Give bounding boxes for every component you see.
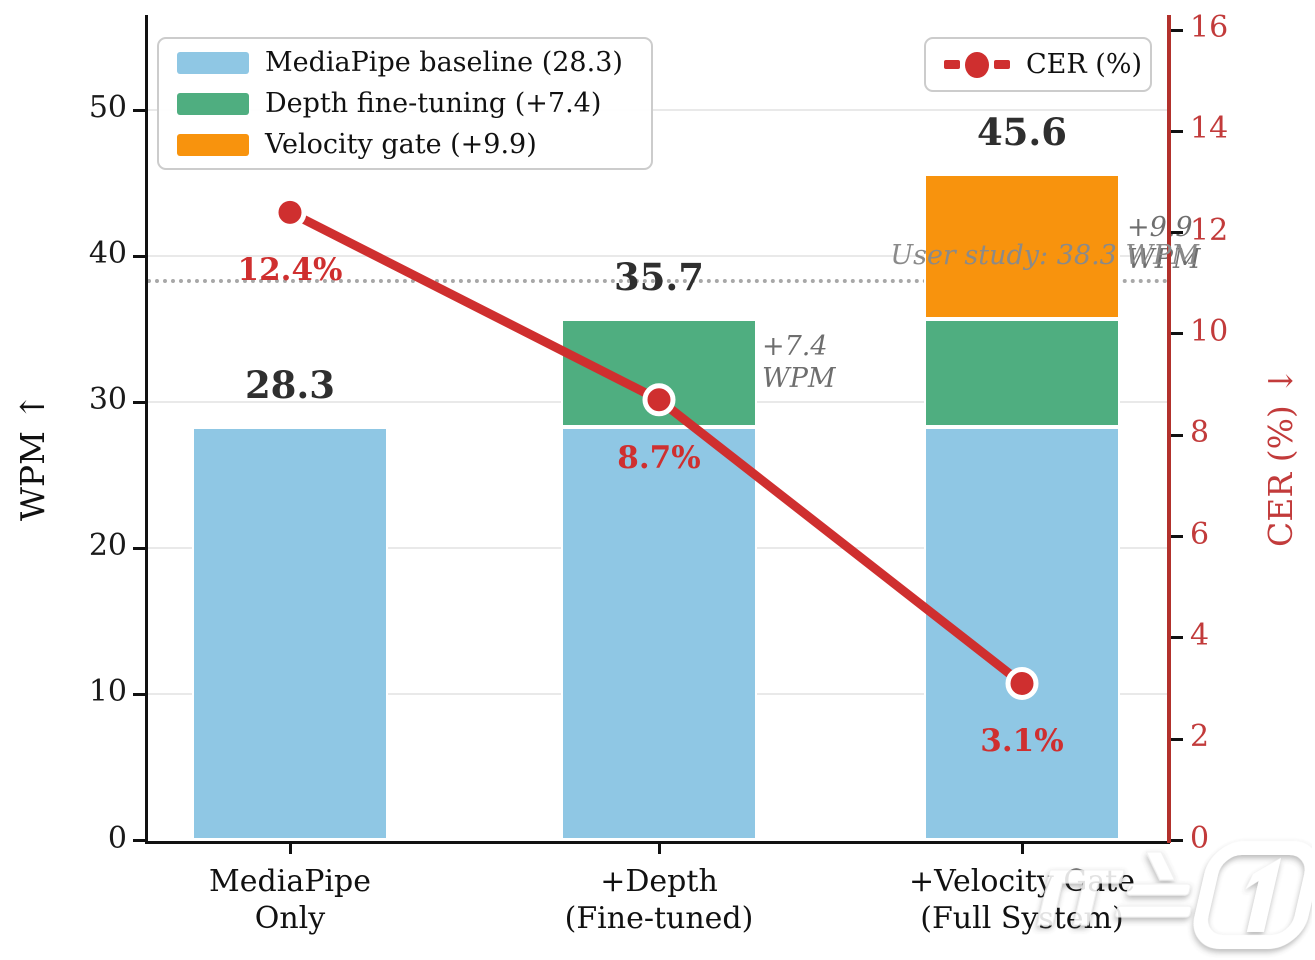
baseline-swatch-icon (177, 51, 249, 74)
left-axis-tick (133, 108, 145, 112)
right-axis-spine (1167, 15, 1171, 843)
right-axis-tick (1171, 839, 1183, 842)
right-axis-tick-label: 4 (1190, 617, 1210, 653)
legend-item-depth: Depth fine-tuning (+7.4) (177, 88, 633, 119)
x-axis-tick (1020, 843, 1024, 854)
hangul-seu-glyph-bar2 (1115, 905, 1192, 918)
left-axis-tick-label: 50 (88, 90, 127, 125)
legend-item-baseline: MediaPipe baseline (28.3) (177, 47, 633, 78)
right-axis-tick-label: 6 (1190, 516, 1210, 552)
right-axis-tick (1171, 737, 1183, 741)
right-axis-tick-label: 12 (1190, 212, 1229, 248)
right-axis-tick (1171, 433, 1183, 437)
hangul-seu-glyph-bar1 (1126, 883, 1191, 896)
x-axis-category-label: +Depth (Fine-tuned) (489, 863, 829, 937)
legend-item-cer: CER (%) (944, 49, 1142, 80)
depth-swatch-icon (177, 92, 249, 115)
cer-value-label: 3.1% (980, 723, 1064, 760)
bar-total-label: 35.7 (613, 254, 705, 299)
legend-label: MediaPipe baseline (28.3) (265, 47, 623, 78)
right-axis-tick (1171, 129, 1183, 133)
left-axis-tick (133, 839, 145, 842)
left-axis-tick (133, 254, 145, 258)
left-axis-tick-label: 0 (107, 820, 127, 856)
bar-segment (561, 318, 757, 428)
cer-line-marker-icon (944, 51, 1011, 78)
left-axis-spine (145, 15, 148, 843)
right-axis-tick-label: 2 (1190, 719, 1210, 755)
cer-legend: CER (%) (924, 37, 1152, 92)
bar-total-label: 28.3 (244, 363, 336, 408)
x-axis-category-line: MediaPipe (209, 863, 371, 899)
left-axis-tick (133, 546, 145, 550)
velocity-swatch-icon (177, 133, 249, 156)
right-axis-tick-label: 14 (1190, 111, 1229, 147)
news1-watermark (1036, 841, 1312, 949)
right-axis-tick-label: 10 (1190, 313, 1229, 349)
one-numeral (1245, 858, 1281, 932)
bar-segment (561, 427, 757, 841)
x-axis-tick (657, 843, 661, 854)
right-axis-tick-label: 16 (1190, 10, 1229, 45)
x-axis-category-line: (Fine-tuned) (564, 900, 754, 936)
bottom-axis-spine (145, 840, 1170, 844)
right-axis-tick (1171, 636, 1183, 640)
gridline (147, 109, 1168, 111)
right-axis-tick-label: 0 (1190, 820, 1210, 856)
bar-segment (192, 427, 388, 841)
x-axis-tick (288, 843, 292, 854)
legend-label: CER (%) (1026, 49, 1143, 80)
cer-value-label: 12.4% (237, 252, 343, 289)
right-axis-tick (1171, 28, 1183, 32)
right-axis-tick (1171, 231, 1183, 235)
right-axis-tick-label: 8 (1190, 415, 1210, 451)
left-axis-tick-label: 40 (88, 236, 127, 272)
left-axis-tick-label: 10 (88, 674, 127, 710)
one-badge-outline (1193, 841, 1312, 949)
bar-total-label: 45.6 (976, 110, 1068, 155)
left-axis-tick (133, 400, 145, 404)
cer-marker (273, 195, 307, 229)
left-axis-label: WPM ↑ (13, 392, 52, 522)
wpm-gain-annotation: +9.9 WPM (1127, 212, 1201, 275)
left-axis-tick-label: 30 (88, 382, 127, 418)
legend-label: Velocity gate (+9.9) (265, 129, 537, 160)
bars-legend: MediaPipe baseline (28.3) Depth fine-tun… (157, 37, 653, 170)
x-axis-category-line: Only (254, 900, 326, 936)
left-axis-tick-label: 20 (88, 528, 127, 564)
left-axis-tick (133, 692, 145, 696)
x-axis-category-line: +Depth (600, 863, 718, 899)
user-study-reference-label: User study: 38.3 WPM (890, 240, 1199, 271)
x-axis-category-label: MediaPipe Only (120, 863, 460, 937)
cer-value-label: 8.7% (617, 439, 701, 476)
hangul-nyu-glyph (1036, 869, 1125, 926)
hangul-seu-glyph-top (1145, 851, 1176, 881)
right-axis-tick (1171, 332, 1183, 336)
legend-label: Depth fine-tuning (+7.4) (265, 88, 602, 119)
bar-segment (924, 318, 1120, 428)
bar-segment (924, 427, 1120, 841)
right-axis-label: CER (%) ↓ (1261, 367, 1300, 547)
legend-item-velocity: Velocity gate (+9.9) (177, 129, 633, 160)
wpm-gain-annotation: +7.4 WPM (762, 331, 836, 394)
right-axis-tick (1171, 535, 1183, 539)
